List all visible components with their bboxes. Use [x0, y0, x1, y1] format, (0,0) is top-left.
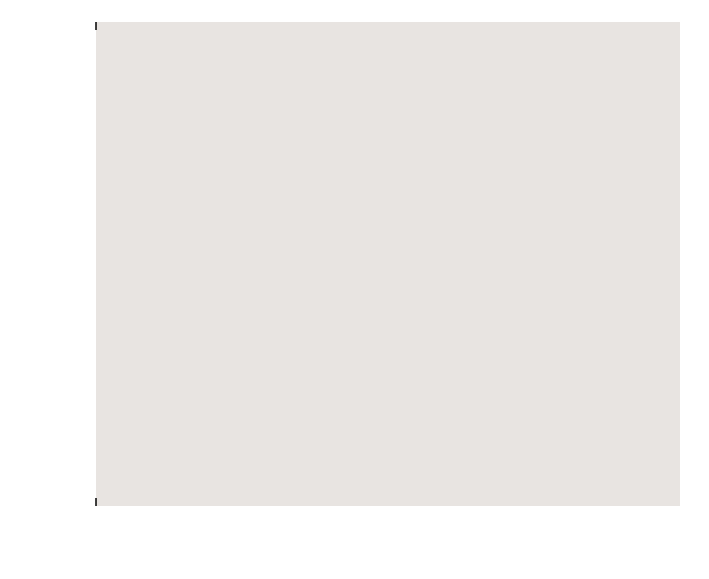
plot-bg	[96, 22, 680, 506]
potential-vs-time-chart	[0, 0, 709, 579]
chart-svg	[0, 0, 709, 579]
